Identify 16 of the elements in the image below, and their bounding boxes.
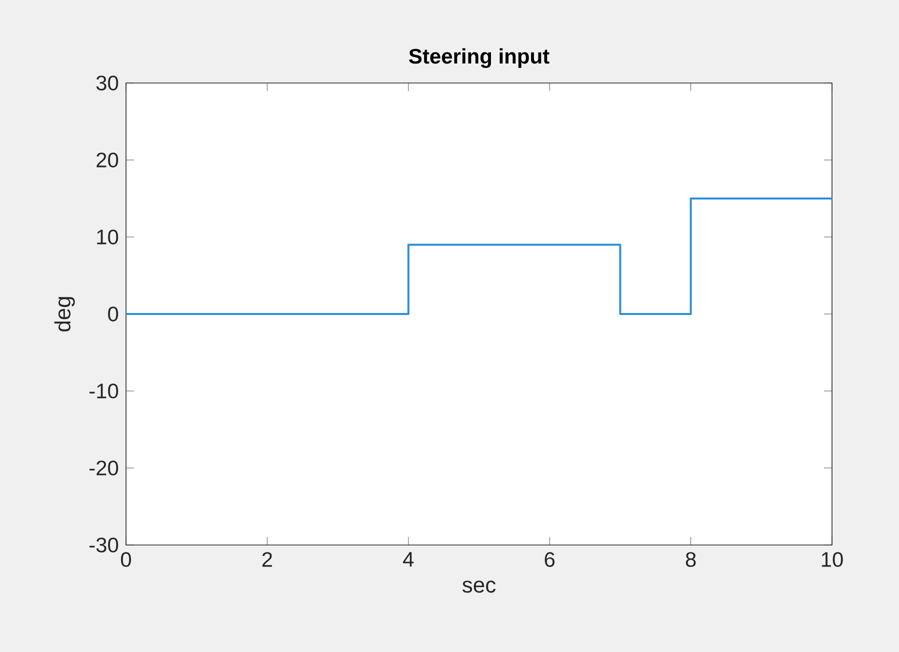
x-tick-label: 8 [686, 552, 696, 567]
x-tick-label: 4 [403, 552, 414, 566]
y-axis-title: deg [54, 297, 75, 332]
x-tick-label: 10 [822, 552, 843, 567]
y-tick-label: 30 [96, 76, 118, 90]
y-tick-label: 0 [108, 306, 118, 322]
y-tick-label: 10 [97, 230, 118, 244]
x-tick-label: 6 [544, 552, 555, 567]
y-tick-label: 20 [96, 152, 118, 168]
x-axis-title: sec [462, 580, 496, 593]
x-tick-label: 0 [120, 552, 132, 567]
y-tick-label: -20 [90, 460, 118, 476]
x-tick-label: 2 [262, 552, 272, 567]
chart-title: Steering input [409, 48, 550, 68]
y-tick-label: -10 [90, 384, 118, 398]
y-tick-label: -30 [90, 538, 118, 552]
